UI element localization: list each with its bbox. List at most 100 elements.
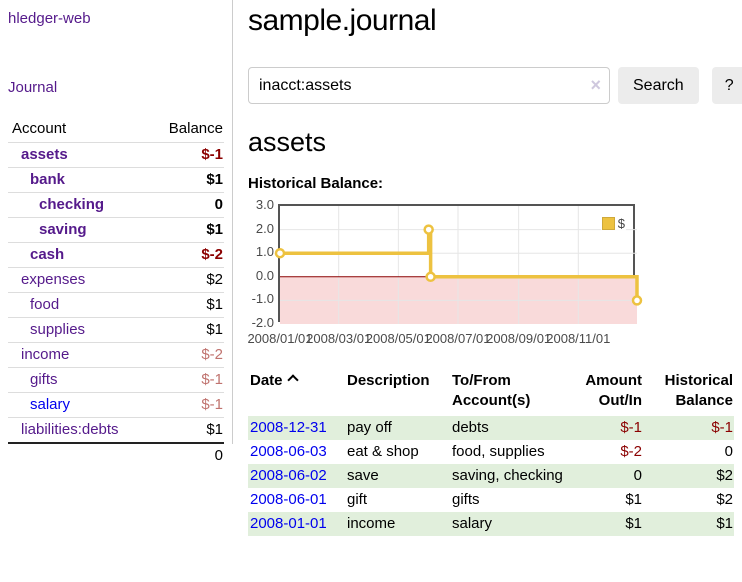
- transaction-amount: $-2: [620, 443, 642, 460]
- transaction-balance: $2: [716, 491, 733, 508]
- transaction-date-link[interactable]: 2008-06-02: [250, 467, 327, 484]
- legend-label: $: [617, 216, 625, 231]
- accounts-total-value: 0: [148, 442, 224, 468]
- account-link-food[interactable]: food: [30, 296, 60, 313]
- y-axis-tick-label: -1.0: [251, 291, 274, 307]
- transaction-date-link[interactable]: 2008-06-01: [250, 491, 327, 508]
- account-heading: assets: [248, 127, 327, 157]
- account-balance: $1: [206, 321, 223, 338]
- y-axis-tick-label: -2.0: [251, 315, 274, 330]
- account-link-supplies[interactable]: supplies: [30, 321, 86, 338]
- transaction-description: gift: [347, 491, 368, 508]
- chart-plot-area[interactable]: $: [274, 204, 643, 324]
- chart-title: Historical Balance:: [248, 175, 384, 192]
- register-col-accounts: To/From Account(s): [452, 372, 531, 409]
- accounts-col-account: Account: [12, 120, 67, 137]
- account-balance: 0: [214, 196, 223, 213]
- account-row: checking 0: [8, 192, 224, 218]
- transaction-balance: 0: [724, 443, 733, 460]
- transaction-date-link[interactable]: 2008-06-03: [250, 443, 327, 460]
- account-link-bank[interactable]: bank: [30, 171, 66, 188]
- register-col-description: Description: [347, 372, 430, 389]
- account-row: expenses $2: [8, 267, 224, 293]
- transaction-accounts: food, supplies: [452, 443, 545, 460]
- transaction-amount: $1: [625, 491, 642, 508]
- account-row: saving $1: [8, 217, 224, 243]
- x-axis-tick-label: 2008/03/01: [306, 331, 372, 346]
- account-link-saving[interactable]: saving: [39, 221, 87, 238]
- transaction-accounts: gifts: [452, 491, 480, 508]
- transaction-row[interactable]: 2008-12-31 pay off debts $-1 $-1: [248, 416, 734, 440]
- main-content: sample.journal × Search ? assets Histori…: [247, 0, 742, 536]
- sidebar: hledger-web Journal Account Balance asse…: [0, 0, 233, 468]
- transaction-date-link[interactable]: 2008-01-01: [250, 515, 327, 532]
- register-col-balance: Historical Balance: [664, 372, 733, 409]
- account-balance: $2: [206, 271, 223, 288]
- account-link-gifts[interactable]: gifts: [30, 371, 58, 388]
- accounts-table: Account Balance assets $-1 bank $1 checking 0…: [8, 116, 224, 468]
- x-axis-tick-label: 2008/05/01: [365, 331, 431, 346]
- account-link-checking[interactable]: checking: [39, 196, 105, 213]
- historical-balance-chart: $ 3.0 2.0 1.0 0.0 -1.0 -2.0 2008/01/01 2008/03/…: [247, 197, 668, 352]
- account-row: salary $-1: [8, 392, 224, 418]
- account-balance: $-1: [201, 396, 223, 413]
- transaction-row[interactable]: 2008-06-02 save saving, checking 0 $2: [248, 464, 734, 488]
- account-row: bank $1: [8, 167, 224, 193]
- account-row: food $1: [8, 292, 224, 318]
- account-row: cash $-2: [8, 242, 224, 268]
- register-col-date[interactable]: Date: [248, 369, 345, 416]
- account-row: gifts $-1: [8, 367, 224, 393]
- page-title: sample.journal: [248, 4, 437, 37]
- account-row: income $-2: [8, 342, 224, 368]
- transaction-description: pay off: [347, 419, 392, 436]
- y-axis-tick-label: 3.0: [255, 197, 274, 212]
- account-balance: $-2: [201, 346, 223, 363]
- transaction-description: income: [347, 515, 396, 532]
- register-table: Date Description To/From Account(s) Amou…: [248, 369, 734, 536]
- transaction-row[interactable]: 2008-06-03 eat & shop food, supplies $-2 0: [248, 440, 734, 464]
- account-balance: $1: [206, 421, 223, 438]
- account-balance: $1: [206, 221, 223, 238]
- account-link-income[interactable]: income: [21, 346, 70, 363]
- account-row: liabilities:debts $1: [8, 417, 224, 444]
- transaction-accounts: saving, checking: [452, 467, 563, 484]
- legend-swatch-icon: [601, 217, 615, 230]
- transaction-amount: $1: [625, 515, 642, 532]
- account-balance: $-1: [201, 146, 223, 163]
- transaction-balance: $-1: [711, 419, 733, 436]
- x-axis-tick-label: 2008/09/01: [486, 331, 552, 346]
- account-link-liabilities-debts[interactable]: liabilities:debts: [21, 421, 119, 438]
- transaction-amount: $-1: [620, 419, 642, 436]
- search-input[interactable]: [248, 67, 610, 104]
- chart-legend: $: [600, 215, 626, 232]
- transaction-row[interactable]: 2008-01-01 income salary $1 $1: [248, 512, 734, 536]
- account-balance: $-2: [201, 246, 223, 263]
- transaction-accounts: salary: [452, 515, 493, 532]
- transaction-amount: 0: [633, 467, 642, 484]
- x-axis-tick-label: 2008/01/01: [247, 331, 313, 346]
- y-axis-tick-label: 1.0: [255, 244, 274, 260]
- transaction-date-link[interactable]: 2008-12-31: [250, 419, 327, 436]
- transaction-balance: $1: [716, 515, 733, 532]
- transaction-accounts: debts: [452, 419, 489, 436]
- account-link-expenses[interactable]: expenses: [21, 271, 86, 288]
- brand-link[interactable]: hledger-web: [8, 10, 91, 27]
- help-button[interactable]: ?: [711, 67, 742, 104]
- x-axis-tick-label: 2008/11/01: [546, 331, 611, 346]
- y-axis-tick-label: 2.0: [255, 220, 274, 236]
- transaction-row[interactable]: 2008-06-01 gift gifts $1 $2: [248, 488, 734, 512]
- nav-journal-link[interactable]: Journal: [8, 79, 58, 96]
- search-form: × Search ?: [248, 67, 742, 104]
- accounts-total-row: 0: [8, 442, 224, 468]
- account-link-assets[interactable]: assets: [21, 146, 68, 163]
- account-balance: $1: [206, 171, 223, 188]
- sort-ascending-icon: [286, 374, 299, 386]
- search-button[interactable]: Search: [618, 67, 699, 104]
- account-link-cash[interactable]: cash: [30, 246, 65, 263]
- account-balance: $-1: [201, 371, 223, 388]
- account-row: assets $-1: [8, 142, 224, 168]
- clear-search-icon[interactable]: ×: [590, 75, 601, 95]
- accounts-col-balance: Balance: [168, 120, 223, 137]
- transaction-description: save: [347, 467, 379, 484]
- account-link-salary[interactable]: salary: [30, 396, 71, 413]
